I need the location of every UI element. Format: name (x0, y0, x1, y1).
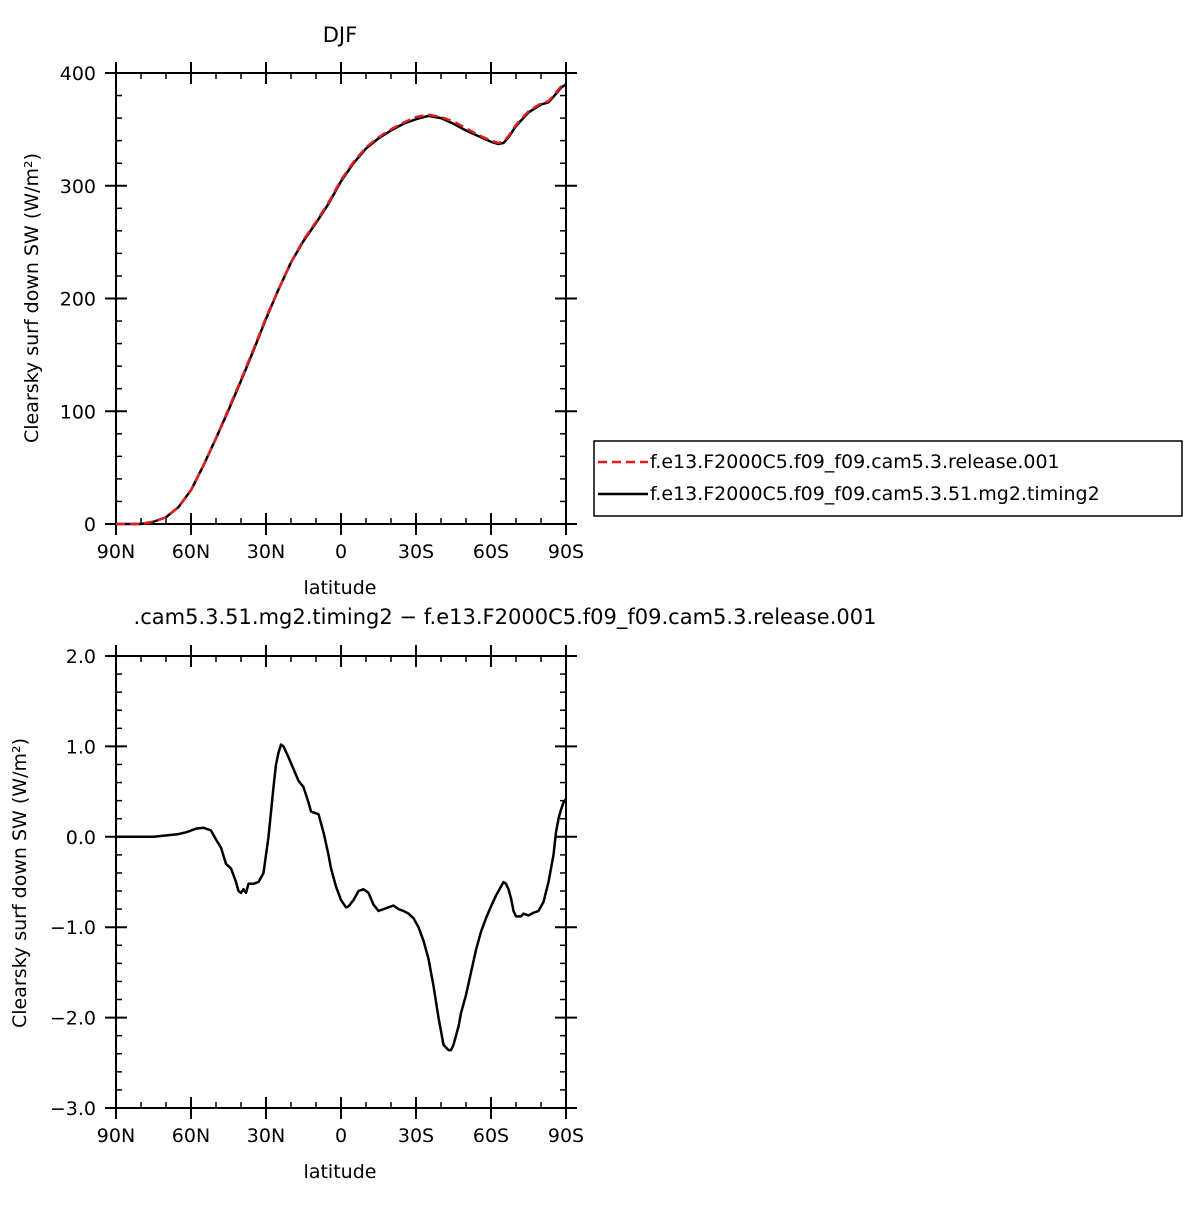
y-tick-label: 1.0 (66, 736, 96, 758)
chart-panel-top: DJF 90N 60N 30N 0 30S 60S 90S 0 100 200 300 400 la… (21, 23, 1183, 599)
x-tick-labels: 90N 60N 30N 0 30S 60S 90S (97, 541, 584, 563)
x-tick-label: 0 (335, 1125, 347, 1147)
legend-label-timing2: f.e13.F2000C5.f09_f09.cam5.3.51.mg2.timi… (650, 483, 1100, 505)
legend: f.e13.F2000C5.f09_f09.cam5.3.release.001… (593, 440, 1183, 517)
x-tick-label: 60S (473, 541, 509, 563)
y-tick-label: −3.0 (50, 1098, 96, 1120)
legend-label-release: f.e13.F2000C5.f09_f09.cam5.3.release.001 (650, 451, 1060, 473)
x-tick-label: 60N (172, 1125, 210, 1147)
x-tick-labels: 90N 60N 30N 0 30S 60S 90S (97, 1125, 584, 1147)
y-tick-label: 0 (84, 514, 96, 536)
y-tick-label: 2.0 (66, 646, 96, 668)
x-tick-label: 30S (398, 1125, 434, 1147)
x-tick-label: 90S (548, 1125, 584, 1147)
series-line-1 (116, 83, 567, 526)
y-tick-label: 0.0 (66, 827, 96, 849)
x-tick-label: 30S (398, 541, 434, 563)
y-tick-label: −2.0 (50, 1008, 96, 1030)
x-tick-label: 30N (247, 1125, 285, 1147)
y-tick-labels: −3.0 −2.0 −1.0 0.0 1.0 2.0 (50, 646, 96, 1120)
y-axis-label: Clearsky surf down SW (W/m²) (9, 738, 31, 1028)
x-tick-label: 60S (473, 1125, 509, 1147)
plot-frame (115, 655, 567, 1109)
legend-box (593, 440, 1183, 517)
x-tick-label: 90N (97, 541, 135, 563)
series-lines (116, 743, 568, 1052)
series-line-2 (116, 83, 567, 526)
series-lines (116, 83, 567, 526)
chart-title: DJF (323, 23, 357, 47)
chart-title: .cam5.3.51.mg2.timing2 − f.e13.F2000C5.f… (134, 605, 877, 630)
series-line-1 (116, 743, 568, 1052)
x-axis-label: latitude (304, 1161, 377, 1183)
y-tick-label: 200 (60, 289, 96, 311)
x-tick-label: 90S (548, 541, 584, 563)
x-tick-label: 60N (172, 541, 210, 563)
plot-frame (115, 72, 567, 525)
chart-panel-bottom: .cam5.3.51.mg2.timing2 − f.e13.F2000C5.f… (9, 605, 876, 1183)
axis-ticks (105, 645, 577, 1119)
y-tick-label: 300 (60, 176, 96, 198)
y-tick-labels: 0 100 200 300 400 (60, 63, 96, 536)
axis-ticks (105, 62, 577, 535)
x-tick-label: 90N (97, 1125, 135, 1147)
y-tick-label: −1.0 (50, 917, 96, 939)
y-tick-label: 400 (60, 63, 96, 85)
x-tick-label: 30N (247, 541, 285, 563)
x-axis-label: latitude (304, 577, 377, 599)
y-axis-label: Clearsky surf down SW (W/m²) (21, 153, 43, 443)
x-tick-label: 0 (335, 541, 347, 563)
y-tick-label: 100 (60, 401, 96, 423)
